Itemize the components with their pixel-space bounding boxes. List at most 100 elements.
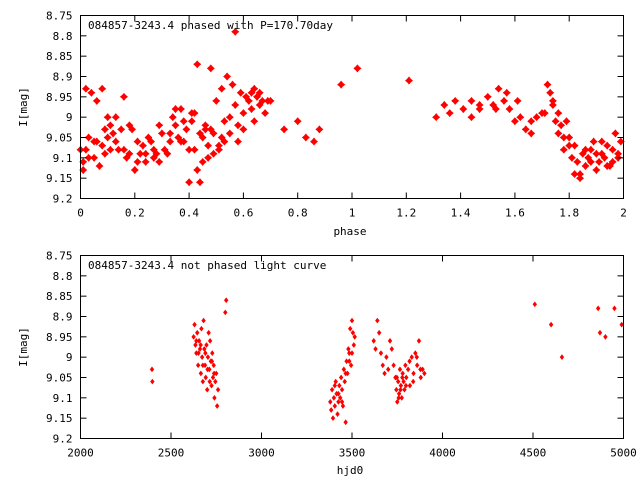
data-point xyxy=(199,325,204,332)
data-point xyxy=(261,109,270,118)
data-point xyxy=(206,64,215,73)
data-point xyxy=(236,88,245,97)
data-point xyxy=(332,403,338,409)
data-point xyxy=(209,358,215,365)
data-point xyxy=(250,84,259,93)
data-point xyxy=(407,382,413,389)
unphased-x-tick-labels: 2000 2500 3000 3500 4000 4500 5000 xyxy=(67,447,637,460)
data-point xyxy=(608,145,617,154)
data-point xyxy=(212,96,221,105)
data-point xyxy=(155,157,164,166)
data-point xyxy=(386,366,391,373)
phased-plot-frame xyxy=(80,15,624,199)
y-tick-label: 8.75 xyxy=(46,250,73,263)
data-point xyxy=(483,92,492,101)
data-point xyxy=(192,321,197,328)
data-point xyxy=(399,394,404,401)
data-point xyxy=(394,374,400,381)
data-point xyxy=(331,394,337,401)
phased-x-tick-labels: 0 0.2 0.4 0.6 0.8 1 1.2 1.4 1.6 1.8 2 xyxy=(77,207,627,220)
x-tick-label: 3500 xyxy=(339,447,366,460)
y-tick-label: 9 xyxy=(66,351,73,364)
data-point xyxy=(203,350,208,356)
data-point xyxy=(198,370,204,377)
data-point xyxy=(176,137,185,146)
data-point xyxy=(223,309,228,316)
data-point xyxy=(211,362,216,369)
y-tick-label: 8.9 xyxy=(53,311,73,324)
data-point xyxy=(155,121,164,130)
data-point xyxy=(225,113,234,122)
data-point xyxy=(201,125,210,134)
data-point xyxy=(198,157,207,166)
data-point xyxy=(347,350,352,356)
data-point xyxy=(234,137,242,146)
x-tick-label: 1.4 xyxy=(451,207,471,220)
data-point xyxy=(185,145,194,154)
data-point xyxy=(567,153,576,162)
data-point xyxy=(81,84,90,93)
data-point xyxy=(247,105,256,114)
data-point xyxy=(193,60,202,69)
data-point xyxy=(353,64,362,73)
x-tick-label: 1.6 xyxy=(505,207,525,220)
data-point xyxy=(211,370,217,377)
data-point xyxy=(348,362,354,369)
data-point xyxy=(250,117,259,126)
data-point xyxy=(595,157,604,166)
data-point xyxy=(592,166,601,175)
data-point xyxy=(398,382,404,389)
y-tick-label: 9.1 xyxy=(53,392,73,405)
data-point xyxy=(589,137,598,146)
y-tick-label: 9.05 xyxy=(46,132,73,145)
data-point xyxy=(505,105,514,114)
data-point xyxy=(548,100,557,109)
data-point xyxy=(244,96,253,105)
data-point xyxy=(217,133,226,142)
data-point xyxy=(543,80,552,89)
data-point xyxy=(141,149,150,158)
data-point xyxy=(214,403,220,409)
data-point xyxy=(147,137,156,146)
data-point xyxy=(212,394,217,401)
phased-markers xyxy=(76,27,625,187)
data-point xyxy=(315,125,324,134)
data-point xyxy=(339,399,345,405)
data-point xyxy=(397,366,403,373)
data-point xyxy=(344,358,349,365)
data-point xyxy=(407,358,412,365)
data-point xyxy=(500,96,509,105)
data-point xyxy=(100,125,109,134)
data-point xyxy=(338,394,343,401)
y-tick-label: 8.8 xyxy=(53,30,73,43)
x-tick-label: 1.8 xyxy=(559,207,579,220)
data-point xyxy=(565,141,574,150)
x-tick-label: 0.8 xyxy=(288,207,308,220)
data-point xyxy=(194,338,199,344)
unphased-x-axis-label: hjd0 xyxy=(337,464,364,477)
data-point xyxy=(198,133,207,142)
data-point xyxy=(597,329,603,336)
data-point xyxy=(467,96,476,105)
data-point xyxy=(174,133,183,142)
data-point xyxy=(228,80,237,89)
data-point xyxy=(195,178,204,187)
data-point xyxy=(513,96,522,105)
data-point xyxy=(440,100,449,109)
data-point xyxy=(336,399,341,405)
phased-panel: 0 0.2 0.4 0.6 0.8 1 1.2 1.4 1.6 1.8 2 8.758.88.858… xyxy=(17,10,627,239)
data-point xyxy=(196,350,201,356)
data-point xyxy=(200,362,206,369)
data-point xyxy=(404,374,409,381)
data-point xyxy=(87,88,96,97)
data-point xyxy=(532,113,541,122)
data-point xyxy=(190,145,199,154)
data-point xyxy=(597,137,606,146)
data-point xyxy=(266,96,275,105)
phased-x-axis-label: phase xyxy=(333,225,366,238)
data-point xyxy=(339,386,345,393)
data-point xyxy=(559,145,568,154)
data-point xyxy=(343,370,348,377)
data-point xyxy=(608,157,617,166)
